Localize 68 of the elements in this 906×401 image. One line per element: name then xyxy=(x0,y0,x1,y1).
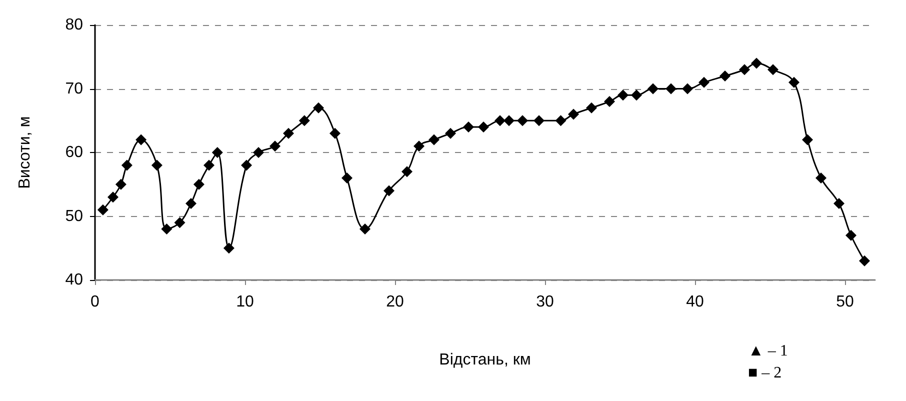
point xyxy=(313,102,324,114)
x-tick-label: 50 xyxy=(836,294,854,310)
point xyxy=(174,217,186,228)
x-tick-label: 30 xyxy=(536,294,554,310)
point xyxy=(788,76,800,88)
point xyxy=(618,90,628,101)
point xyxy=(834,198,844,209)
point xyxy=(330,128,340,139)
point xyxy=(136,134,147,146)
point xyxy=(859,255,870,266)
point xyxy=(751,58,762,69)
point xyxy=(151,160,162,171)
point xyxy=(648,83,658,94)
point xyxy=(204,160,214,171)
point xyxy=(631,90,642,101)
text: ▲ – 1 xyxy=(748,342,788,360)
point xyxy=(97,204,108,216)
point xyxy=(342,172,352,184)
point xyxy=(846,230,856,241)
point xyxy=(283,128,294,139)
y-tick-label: 40 xyxy=(65,272,84,288)
x-axis-title: Відстань, км xyxy=(439,352,531,368)
point xyxy=(517,115,528,126)
y-tick-label: 80 xyxy=(65,16,84,34)
point xyxy=(193,178,204,190)
point xyxy=(720,70,730,82)
point xyxy=(108,192,118,203)
point xyxy=(253,147,264,158)
point xyxy=(666,83,676,94)
point xyxy=(802,134,813,146)
point xyxy=(115,178,126,190)
point xyxy=(494,115,506,126)
point xyxy=(212,147,223,158)
point xyxy=(428,134,440,146)
point xyxy=(161,224,172,234)
point xyxy=(241,160,252,171)
point xyxy=(360,224,370,234)
point xyxy=(568,108,579,120)
point xyxy=(223,242,234,254)
x-tick-label: 20 xyxy=(386,294,404,310)
point xyxy=(402,166,412,178)
point xyxy=(682,83,693,94)
x-tick-label: 0 xyxy=(90,294,100,310)
point xyxy=(478,122,489,132)
y-tick-label: 60 xyxy=(65,144,84,161)
point xyxy=(445,128,456,139)
point xyxy=(534,115,544,126)
point xyxy=(768,64,778,76)
point xyxy=(298,115,310,126)
point xyxy=(186,198,196,209)
y-tick-label: 50 xyxy=(65,208,84,225)
y-axis-title: Висоти, м xyxy=(16,116,34,189)
point xyxy=(698,76,710,88)
point xyxy=(586,102,597,114)
x-tick-label: 10 xyxy=(236,294,254,310)
point xyxy=(270,140,280,152)
point xyxy=(414,140,424,152)
point xyxy=(739,64,750,76)
point xyxy=(555,115,566,126)
text: ■ – 2 xyxy=(748,364,782,382)
point xyxy=(384,185,394,196)
point xyxy=(504,115,514,126)
x-tick-label: 40 xyxy=(686,294,704,310)
y-tick-label: 70 xyxy=(65,80,84,98)
point xyxy=(604,96,615,107)
point xyxy=(463,122,474,132)
point xyxy=(816,172,826,184)
point xyxy=(121,160,132,171)
